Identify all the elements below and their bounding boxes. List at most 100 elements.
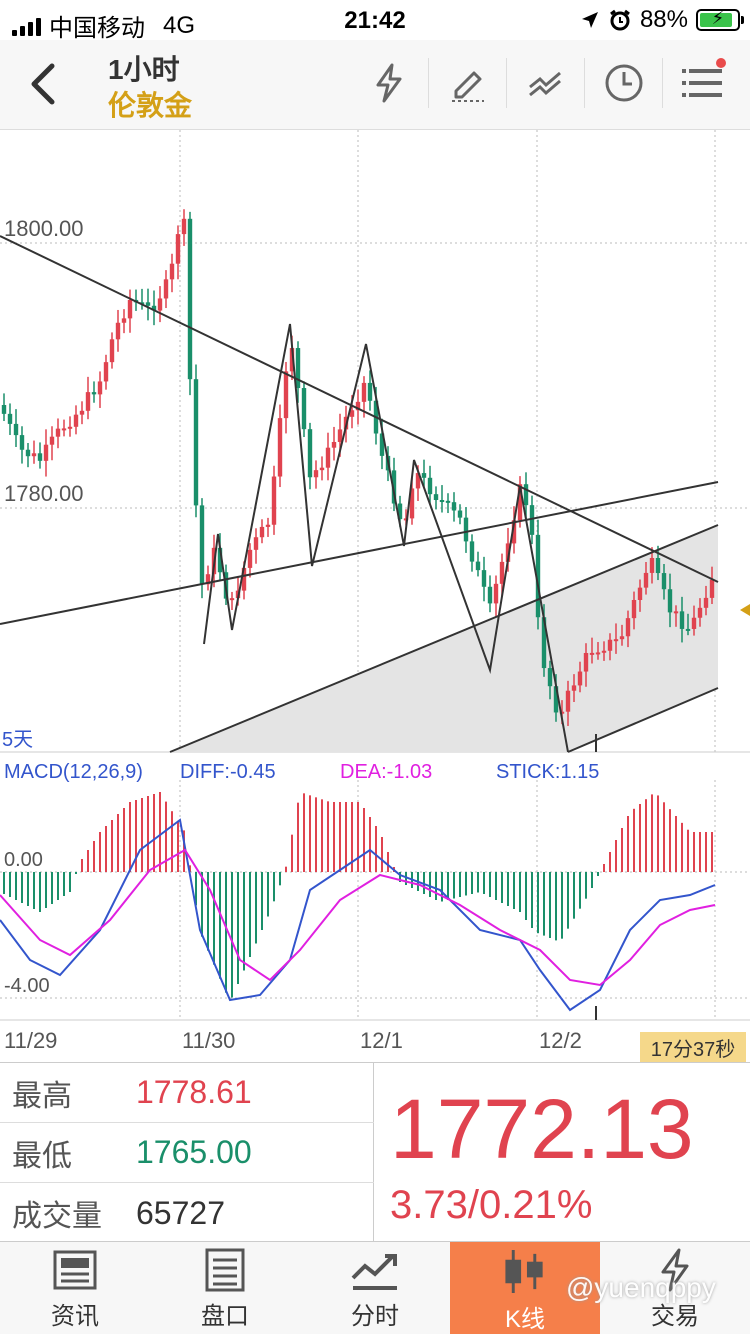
date-label: 11/30 xyxy=(182,1028,235,1053)
candle xyxy=(181,218,187,235)
tab-orderbook[interactable]: 盘口 xyxy=(150,1242,300,1334)
candle xyxy=(97,381,103,395)
candle xyxy=(127,299,133,319)
high-label: 最高 xyxy=(12,1079,72,1113)
indicator-button[interactable] xyxy=(506,58,584,108)
candle xyxy=(325,447,331,468)
tab-trade[interactable]: 交易 xyxy=(600,1242,750,1334)
candle xyxy=(307,429,313,478)
candle xyxy=(643,572,649,588)
tab-label: 资讯 xyxy=(51,1303,99,1330)
menu-button[interactable] xyxy=(662,58,740,108)
battery-icon: ⚡ xyxy=(696,8,744,31)
tab-kline[interactable]: K线 xyxy=(450,1242,600,1334)
candle xyxy=(337,429,343,442)
candle xyxy=(469,541,475,562)
candle xyxy=(397,503,403,520)
candle xyxy=(511,520,517,544)
candle xyxy=(541,617,547,669)
carrier: 中国移动 xyxy=(49,15,145,42)
candle xyxy=(19,435,25,450)
candle xyxy=(529,505,535,535)
candle xyxy=(259,526,265,538)
ma-label: 5天 xyxy=(2,729,33,751)
price-label-low: 1780.00 xyxy=(4,481,84,506)
candle xyxy=(61,428,67,431)
candle xyxy=(31,453,37,457)
tab-timeshare[interactable]: 分时 xyxy=(300,1242,450,1334)
candle xyxy=(499,561,505,584)
candle xyxy=(277,418,283,477)
low-value: 1765.00 xyxy=(136,1134,252,1170)
candle xyxy=(571,685,577,691)
alarm-icon xyxy=(610,9,630,31)
tab-news[interactable]: 资讯 xyxy=(0,1242,150,1334)
candle xyxy=(109,339,115,363)
candle xyxy=(241,567,247,591)
candle xyxy=(517,484,523,521)
volume-label: 成交量 xyxy=(12,1200,102,1233)
candle xyxy=(301,388,307,430)
kline-chart[interactable]: 1800.00 1780.00 5天 MACD(12,26,9) DIFF:-0… xyxy=(0,130,750,1062)
candle xyxy=(553,686,559,713)
candle xyxy=(199,505,205,585)
candle xyxy=(661,573,667,590)
candle xyxy=(37,453,43,461)
candle xyxy=(157,298,163,311)
battery-percent: 88% xyxy=(639,6,688,33)
candle xyxy=(421,473,427,478)
candle xyxy=(403,518,409,521)
timeshare-icon xyxy=(351,1254,397,1290)
candle xyxy=(169,263,175,280)
candle xyxy=(331,441,337,448)
signal-icon xyxy=(12,16,41,36)
candle xyxy=(187,218,193,380)
stick-label: STICK:1.15 xyxy=(496,761,599,783)
back-button[interactable] xyxy=(28,62,58,111)
candle xyxy=(523,484,529,506)
candle xyxy=(79,410,85,415)
candle xyxy=(685,628,691,631)
price-change: 3.73/0.21% xyxy=(390,1183,593,1227)
candle xyxy=(667,589,673,613)
candle xyxy=(355,401,361,411)
candle xyxy=(253,537,259,550)
candle xyxy=(445,500,451,503)
flash-button[interactable] xyxy=(350,58,428,108)
candle xyxy=(43,444,49,461)
instrument-name: 伦敦金 xyxy=(108,90,193,121)
diff-label: DIFF:-0.45 xyxy=(180,761,276,783)
history-button[interactable] xyxy=(584,58,662,108)
candle xyxy=(139,302,145,305)
candle xyxy=(229,598,235,601)
candle xyxy=(439,500,445,503)
candle xyxy=(151,305,157,311)
candle xyxy=(205,574,211,585)
candle xyxy=(535,534,541,618)
draw-button[interactable] xyxy=(428,58,506,108)
candle xyxy=(505,543,511,562)
macd-zero-label: 0.00 xyxy=(4,849,43,871)
price-label-high: 1800.00 xyxy=(4,216,84,241)
candle xyxy=(691,617,697,629)
candle xyxy=(247,549,253,568)
candle xyxy=(73,414,79,427)
kline-icon xyxy=(505,1249,543,1294)
candle xyxy=(613,639,619,642)
candle xyxy=(607,639,613,651)
candle xyxy=(115,322,121,340)
candle xyxy=(589,652,595,655)
candle xyxy=(487,586,493,604)
nav-bar: 1小时 伦敦金 xyxy=(0,40,750,130)
candle xyxy=(457,510,463,518)
candle xyxy=(361,382,367,402)
tab-label: 分时 xyxy=(351,1303,399,1330)
candle xyxy=(451,502,457,511)
status-bar: 中国移动 4G 21:42 88% ⚡ xyxy=(0,0,750,42)
volume-value: 65727 xyxy=(136,1194,225,1231)
notification-dot xyxy=(716,58,726,68)
orderbook-icon xyxy=(205,1248,245,1292)
candle xyxy=(25,449,31,457)
period-title[interactable]: 1小时 xyxy=(108,54,180,85)
